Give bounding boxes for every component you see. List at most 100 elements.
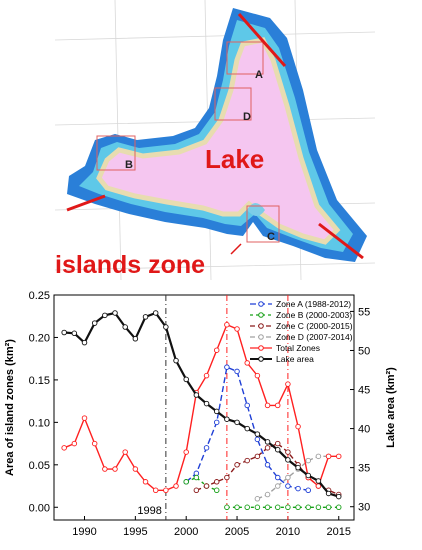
data-point-zone_a xyxy=(274,474,281,481)
y-tick-label: 0.15 xyxy=(29,375,50,387)
legend-label-zone_d: Zone D (2007-2014) xyxy=(276,332,353,342)
data-point-zone_c xyxy=(203,483,210,489)
data-point-total xyxy=(91,440,98,447)
y2-tick-label: 40 xyxy=(358,424,370,436)
data-point-total xyxy=(335,453,342,460)
data-point-zone_c xyxy=(274,440,281,447)
data-point-total xyxy=(152,487,159,494)
data-point-zone_c xyxy=(264,445,271,451)
y2-axis-label: Lake area (km²) xyxy=(385,367,397,448)
data-point-zone_b xyxy=(193,474,200,481)
data-point-total xyxy=(295,423,301,430)
zone-a-box xyxy=(226,41,264,75)
arrow-top xyxy=(237,13,287,67)
data-point-zone_c xyxy=(193,487,200,494)
legend-label-zone_b: Zone B (2000-2003) xyxy=(276,310,352,320)
data-point-zone_c xyxy=(244,457,250,464)
series-line-total xyxy=(63,323,339,492)
y2-tick-label: 45 xyxy=(358,385,370,397)
zone-boxes xyxy=(96,41,280,243)
data-point-zone_b xyxy=(305,504,311,511)
data-point-zone_a xyxy=(203,445,210,451)
data-point-zone_b xyxy=(315,504,322,511)
data-point-lake xyxy=(112,310,118,316)
data-point-total xyxy=(132,466,139,472)
data-point-total xyxy=(183,449,189,455)
y-tick-label: 0.00 xyxy=(29,502,50,514)
data-point-zone_b xyxy=(213,487,220,494)
data-point-zone_b xyxy=(325,504,332,511)
data-point-zone_d xyxy=(285,474,291,481)
data-point-lake xyxy=(234,419,240,426)
x-tick-label: 1995 xyxy=(123,526,147,538)
data-point-zone_d xyxy=(315,453,322,460)
data-point-total xyxy=(122,449,128,455)
data-point-zone_b xyxy=(224,504,230,511)
arrows xyxy=(66,13,364,260)
data-point-total xyxy=(213,347,220,353)
data-point-lake xyxy=(274,446,281,453)
data-point-zone_b xyxy=(295,504,301,511)
legend-label-zone_a: Zone A (1988-2012) xyxy=(276,299,351,309)
axes: 1990 1995 2000 2005 2010 2015 0.00 0.05 0.10 0.15… xyxy=(29,290,371,538)
zone-label-b: B xyxy=(125,159,133,171)
zone-labels: A D B C xyxy=(125,69,275,243)
data-point-lake xyxy=(122,324,128,330)
y-tick-label: 0.20 xyxy=(29,332,50,344)
plot-border xyxy=(53,294,355,521)
data-point-total xyxy=(142,479,149,485)
legend-marker-zone_d xyxy=(258,334,264,340)
series-line-lake xyxy=(64,311,340,498)
data-point-zone_a xyxy=(254,436,261,443)
data-point-lake xyxy=(102,312,108,319)
data-point-lake xyxy=(152,310,159,316)
reference-lines xyxy=(165,295,289,520)
y2-tick-label: 35 xyxy=(358,463,370,475)
data-point-lake xyxy=(142,314,149,320)
data-point-zone_b xyxy=(234,504,240,511)
data-point-zone_d xyxy=(274,483,281,489)
legend-label-zone_c: Zone C (2000-2015) xyxy=(276,321,353,331)
data-point-total xyxy=(102,466,108,472)
data-point-zone_b xyxy=(335,504,342,511)
islands-zone-label: islands zone xyxy=(55,251,205,279)
lake-body xyxy=(67,8,367,262)
data-point-total xyxy=(254,372,261,379)
data-point-lake xyxy=(81,339,88,346)
data-point-lake xyxy=(173,357,179,364)
legend-marker-total xyxy=(258,345,264,351)
data-point-lake xyxy=(315,478,322,484)
data-point-zone_c xyxy=(234,462,240,468)
y-axis-label: Area of island zones (km²) xyxy=(4,339,16,476)
data-point-total xyxy=(203,372,210,379)
data-point-total xyxy=(244,360,250,366)
data-point-zone_b xyxy=(285,504,291,511)
x-tick-label: 2010 xyxy=(276,526,300,538)
year-annotation: 1998 xyxy=(137,505,161,517)
x-tick-label: 2005 xyxy=(225,526,249,538)
arrow-left xyxy=(66,194,106,212)
legend-label-lake: Lake area xyxy=(276,354,314,364)
data-point-lake xyxy=(244,425,250,432)
plot-frame xyxy=(53,294,355,521)
zone-b-box xyxy=(96,135,136,171)
data-point-lake xyxy=(285,457,291,463)
data-point-total xyxy=(234,326,240,332)
data-point-total xyxy=(315,483,322,489)
data-point-zone_b xyxy=(244,504,250,511)
data-point-zone_b xyxy=(264,504,271,511)
legend-marker-zone_c xyxy=(258,323,264,329)
data-point-zone_d xyxy=(264,491,271,498)
data-point-lake xyxy=(325,490,332,497)
data-point-zone_b xyxy=(183,479,189,485)
data-point-total xyxy=(274,402,281,409)
data-point-zone_d xyxy=(305,457,311,464)
data-point-lake xyxy=(264,439,271,445)
data-point-zone_a xyxy=(224,364,230,370)
y-tick-label: 0.05 xyxy=(29,460,50,472)
data-point-lake xyxy=(71,330,78,337)
data-point-total xyxy=(325,453,332,460)
data-point-total xyxy=(163,487,169,494)
zone-label-a: A xyxy=(255,69,263,81)
data-point-zone_c xyxy=(285,449,291,455)
